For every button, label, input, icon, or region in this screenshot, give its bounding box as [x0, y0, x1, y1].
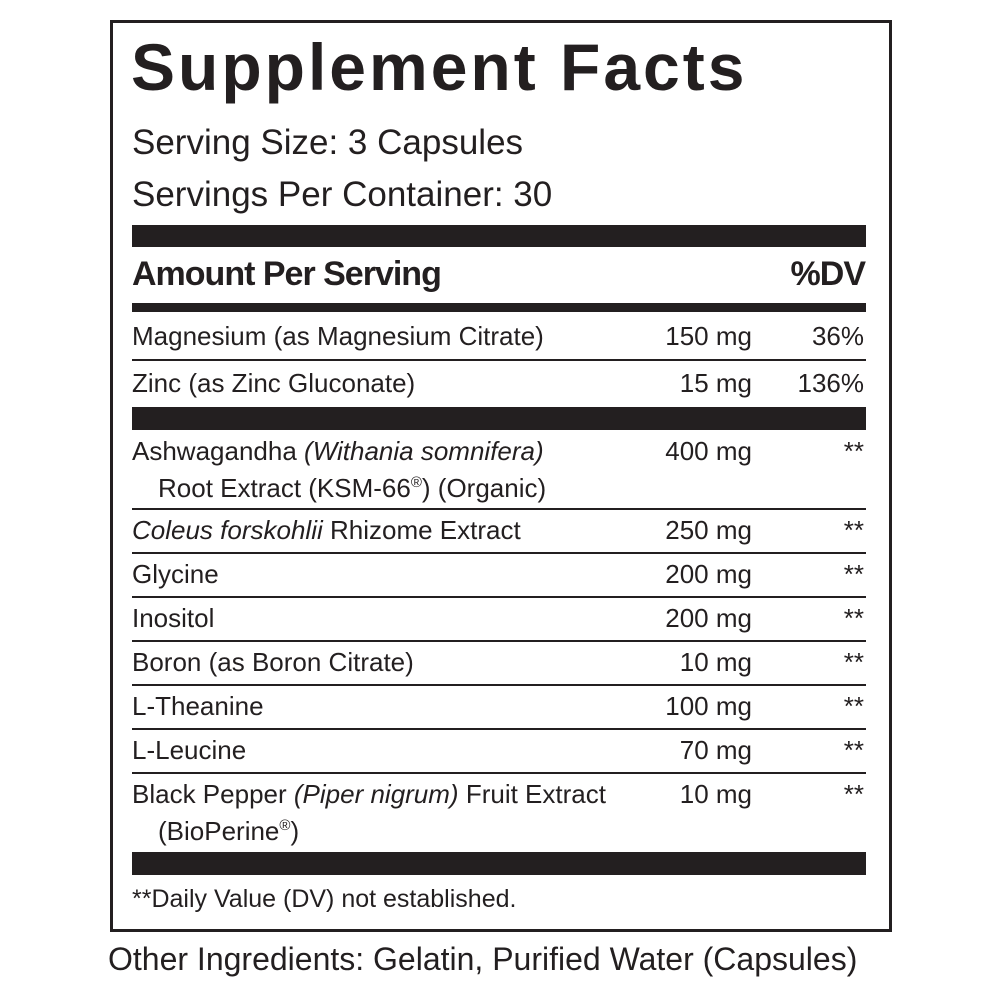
daily-value: 136% — [797, 368, 865, 398]
row-divider — [132, 508, 866, 510]
amount: 10 mg — [679, 647, 752, 677]
footnote: **Daily Value (DV) not established. — [132, 885, 517, 913]
daily-value: ** — [843, 436, 864, 466]
row-divider — [132, 552, 866, 554]
thick-bar — [132, 407, 866, 430]
servings-per-container: Servings Per Container: 30 — [132, 175, 553, 214]
medium-bar — [132, 303, 866, 312]
amount: 10 mg — [679, 779, 752, 809]
ingredient-name: Black Pepper (Piper nigrum) Fruit Extrac… — [132, 781, 606, 807]
serving-size: Serving Size: 3 Capsules — [132, 123, 524, 162]
ingredient-name: L-Theanine — [132, 693, 264, 719]
daily-value: ** — [843, 735, 864, 765]
ingredient-name: Coleus forskohlii Rhizome Extract — [132, 517, 521, 543]
name-part: Zinc (as Zinc Gluconate) — [132, 368, 416, 398]
name-part: Boron (as Boron Citrate) — [132, 647, 414, 677]
name-part: L-Leucine — [132, 735, 247, 765]
name-part: (BioPerine — [158, 816, 280, 846]
dv-header: %DV — [790, 255, 866, 293]
ingredient-name: Boron (as Boron Citrate) — [132, 649, 414, 675]
name-part: L-Theanine — [132, 691, 264, 721]
title: Supplement Facts — [131, 30, 748, 104]
row-divider — [132, 359, 866, 361]
ingredient-name: Ashwagandha (Withania somnifera) — [132, 438, 544, 464]
row-divider — [132, 640, 866, 642]
daily-value: ** — [843, 647, 864, 677]
name-part: Root Extract (KSM-66 — [158, 473, 411, 503]
amount: 15 mg — [679, 368, 752, 398]
row-divider — [132, 596, 866, 598]
name-part: (Withania somnifera) — [304, 436, 544, 466]
facts-box — [110, 20, 892, 932]
ingredient-name: Magnesium (as Magnesium Citrate) — [132, 323, 544, 349]
name-part: ® — [410, 474, 422, 491]
ingredient-name: L-Leucine — [132, 737, 246, 763]
row-divider — [132, 684, 866, 686]
ingredient-name: Root Extract (KSM-66®) (Organic) — [158, 475, 546, 501]
name-part: Black Pepper — [132, 779, 294, 809]
name-part: (Piper nigrum) — [293, 779, 459, 809]
thick-bar — [132, 225, 866, 247]
row-divider — [132, 772, 866, 774]
row-divider — [132, 728, 866, 730]
name-part: ) (Organic) — [421, 473, 547, 503]
name-part: Coleus forskohlii — [132, 515, 323, 545]
name-part: Inositol — [132, 603, 215, 633]
other-ingredients: Other Ingredients: Gelatin, Purified Wat… — [108, 941, 858, 977]
ingredient-name: Inositol — [132, 605, 214, 631]
daily-value: ** — [843, 559, 864, 589]
daily-value: ** — [843, 691, 864, 721]
amount: 200 mg — [665, 559, 752, 589]
ingredient-name: Zinc (as Zinc Gluconate) — [132, 370, 415, 396]
amount-header: Amount Per Serving — [132, 255, 442, 293]
amount: 200 mg — [665, 603, 752, 633]
name-part: Fruit Extract — [458, 779, 606, 809]
thick-bar — [132, 852, 866, 875]
daily-value: 36% — [811, 321, 864, 351]
amount: 400 mg — [665, 436, 752, 466]
ingredient-name: Glycine — [132, 561, 219, 587]
daily-value: ** — [843, 779, 864, 809]
name-part: Glycine — [132, 559, 219, 589]
ingredient-name: (BioPerine®) — [158, 818, 299, 844]
name-part: Rhizome Extract — [322, 515, 521, 545]
amount: 250 mg — [665, 515, 752, 545]
name-part: ) — [290, 816, 300, 846]
name-part: Magnesium (as Magnesium Citrate) — [132, 321, 544, 351]
name-part: Ashwagandha — [132, 436, 305, 466]
daily-value: ** — [843, 603, 864, 633]
amount: 70 mg — [679, 735, 752, 765]
daily-value: ** — [843, 515, 864, 545]
amount: 150 mg — [665, 321, 752, 351]
amount: 100 mg — [665, 691, 752, 721]
name-part: ® — [279, 817, 291, 834]
